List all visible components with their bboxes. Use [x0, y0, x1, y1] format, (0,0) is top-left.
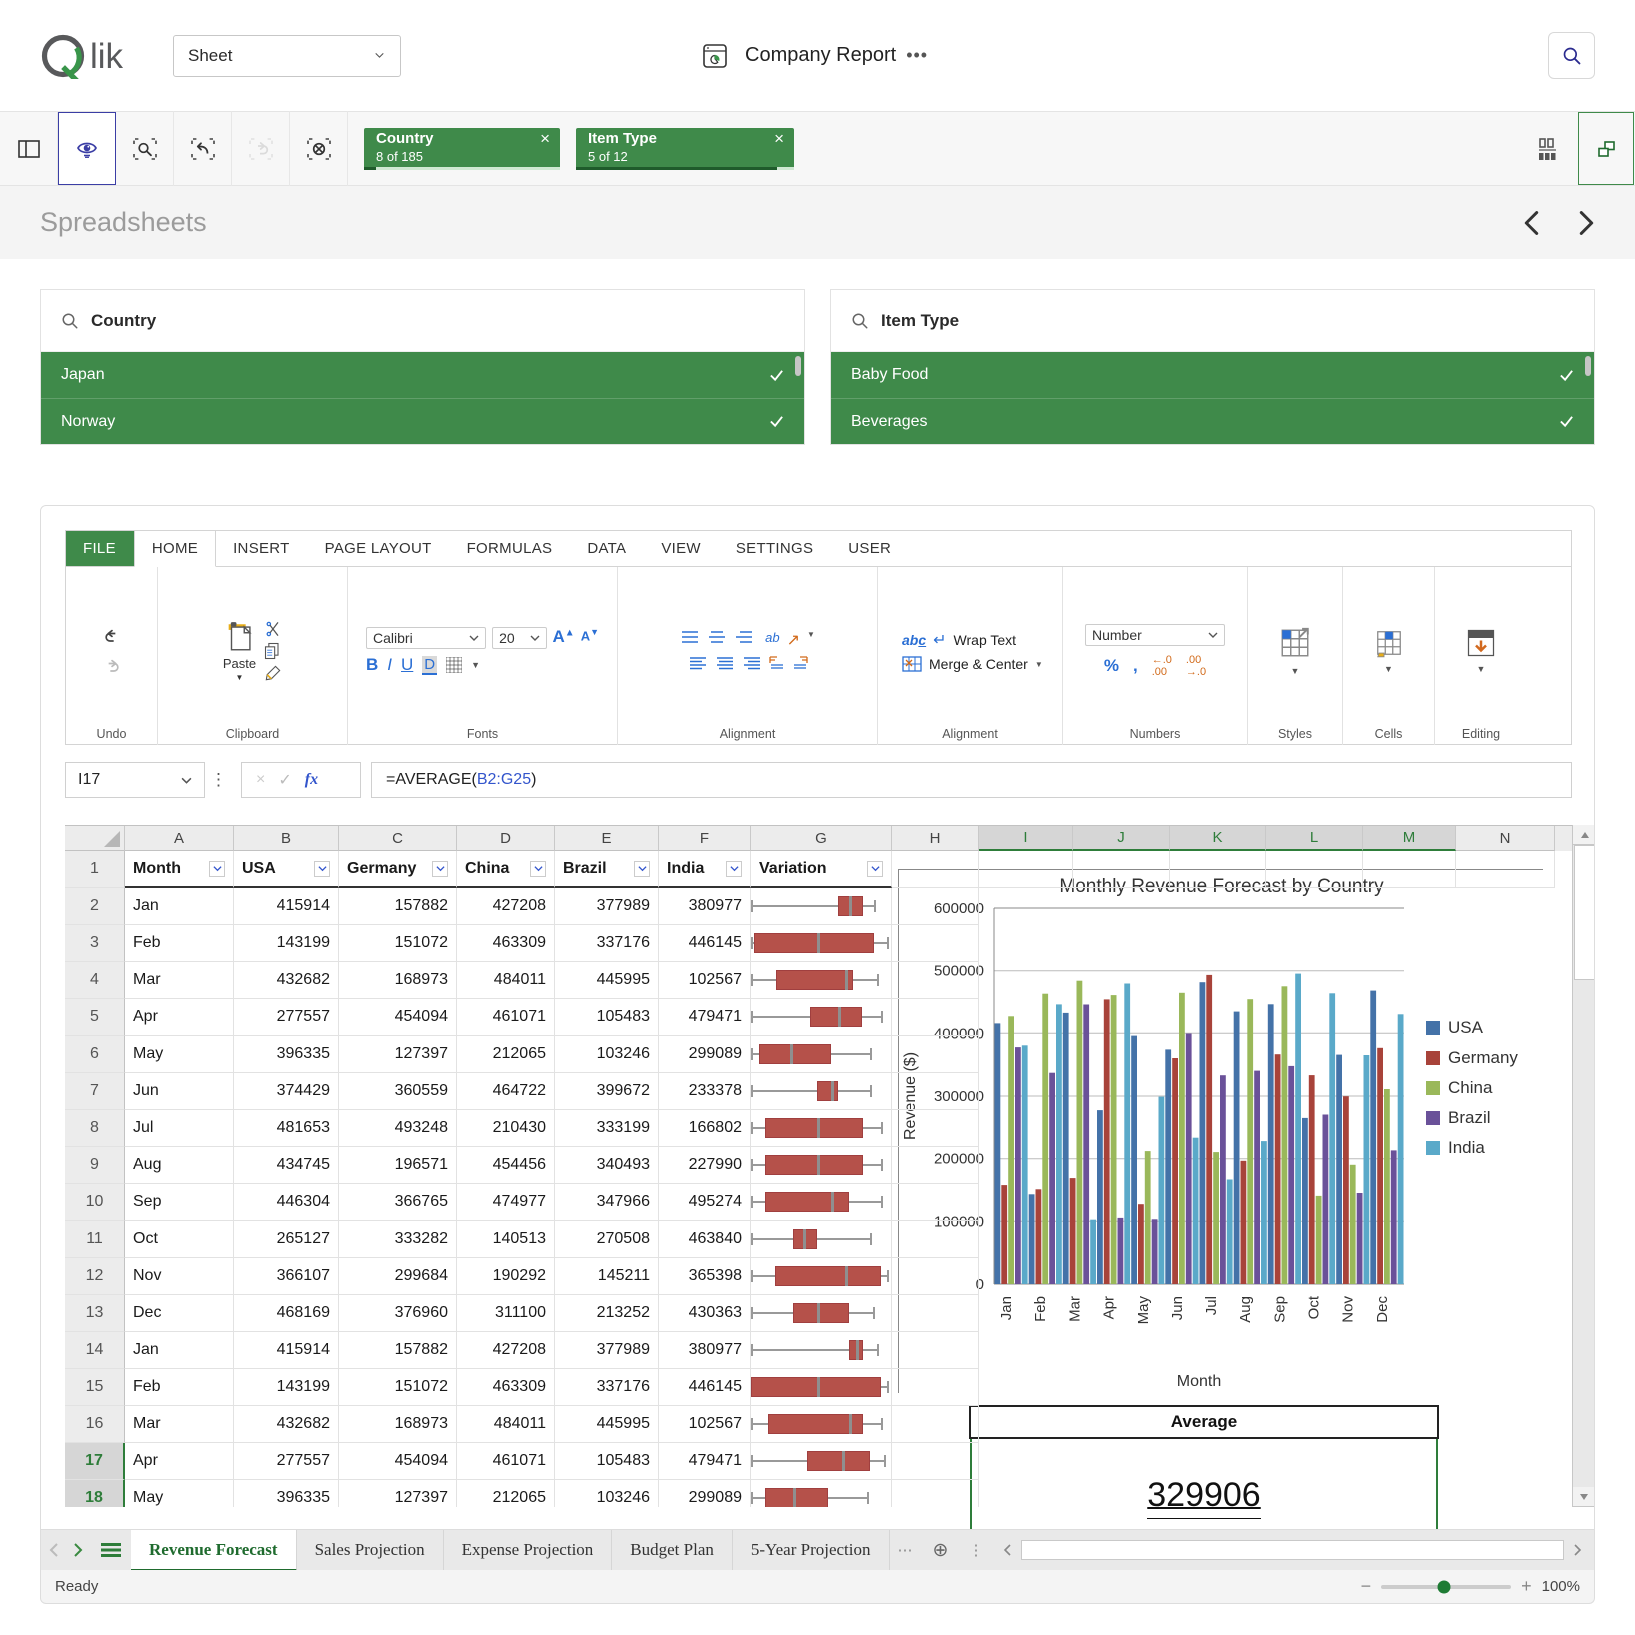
svg-text:lik: lik — [90, 37, 124, 76]
